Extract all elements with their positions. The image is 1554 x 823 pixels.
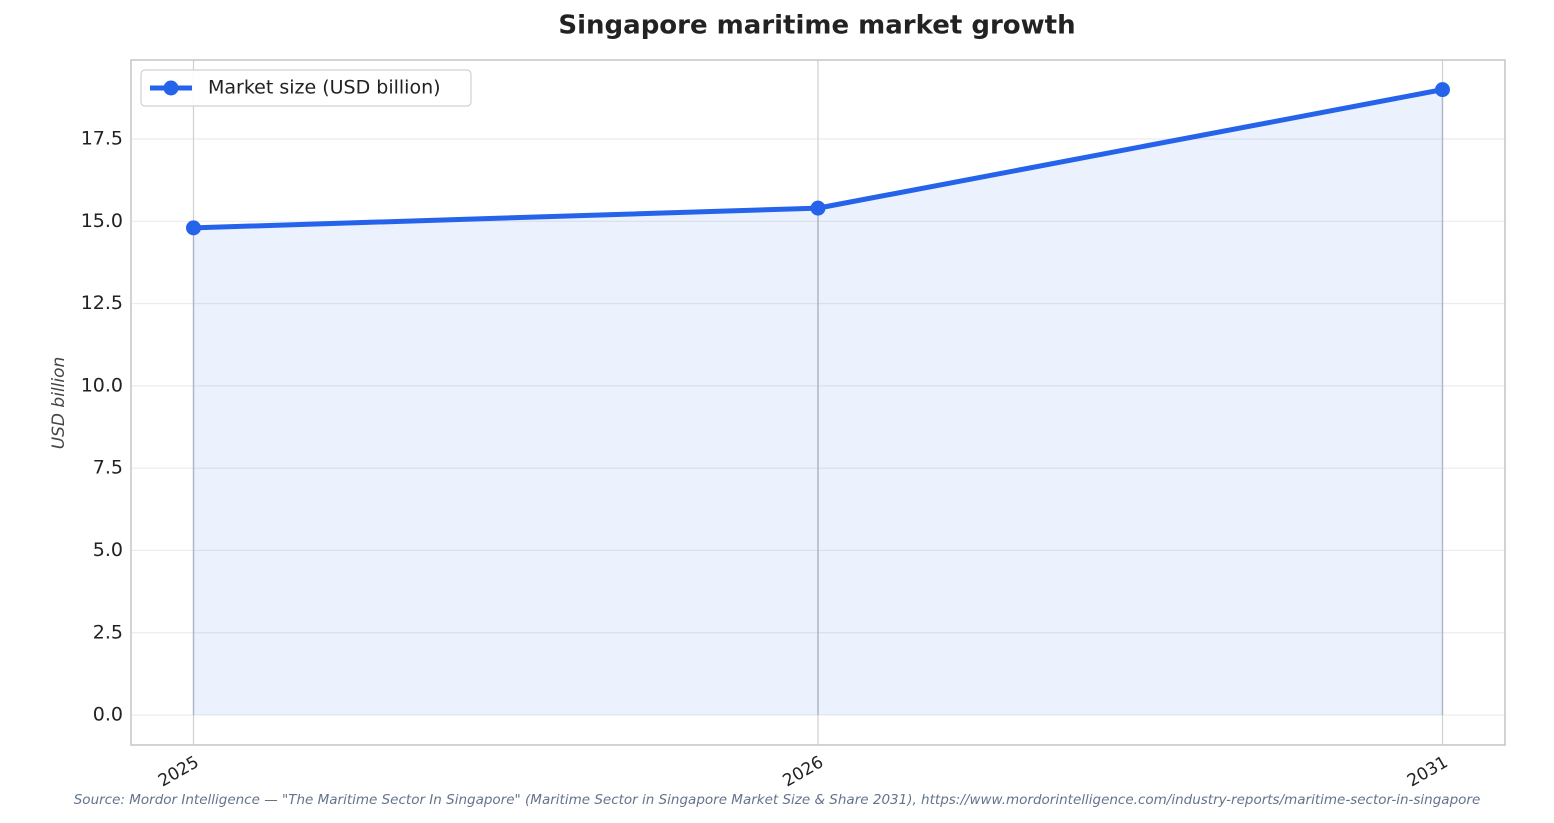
y-tick-label: 10.0	[81, 374, 123, 396]
y-tick-label: 2.5	[93, 621, 123, 643]
legend-marker	[163, 80, 179, 96]
y-tick-label: 0.0	[93, 704, 123, 726]
plot-frame	[130, 59, 1506, 746]
point	[1435, 82, 1450, 98]
y-tick-label: 15.0	[81, 210, 123, 232]
y-tick-label: 5.0	[93, 539, 123, 561]
y-axis-label: USD billion	[49, 357, 69, 450]
chart-title: Singapore maritime market growth	[558, 11, 1075, 41]
y-tick-label: 12.5	[81, 292, 123, 314]
legend-box	[140, 69, 472, 107]
source-note: Source: Mordor Intelligence — "The Marit…	[74, 792, 1481, 808]
y-tick-label: 17.5	[81, 128, 123, 150]
point	[810, 200, 826, 216]
y-tick-label: 7.5	[93, 457, 123, 479]
legend-label: Market size (USD billion)	[208, 77, 441, 99]
point	[186, 220, 201, 236]
